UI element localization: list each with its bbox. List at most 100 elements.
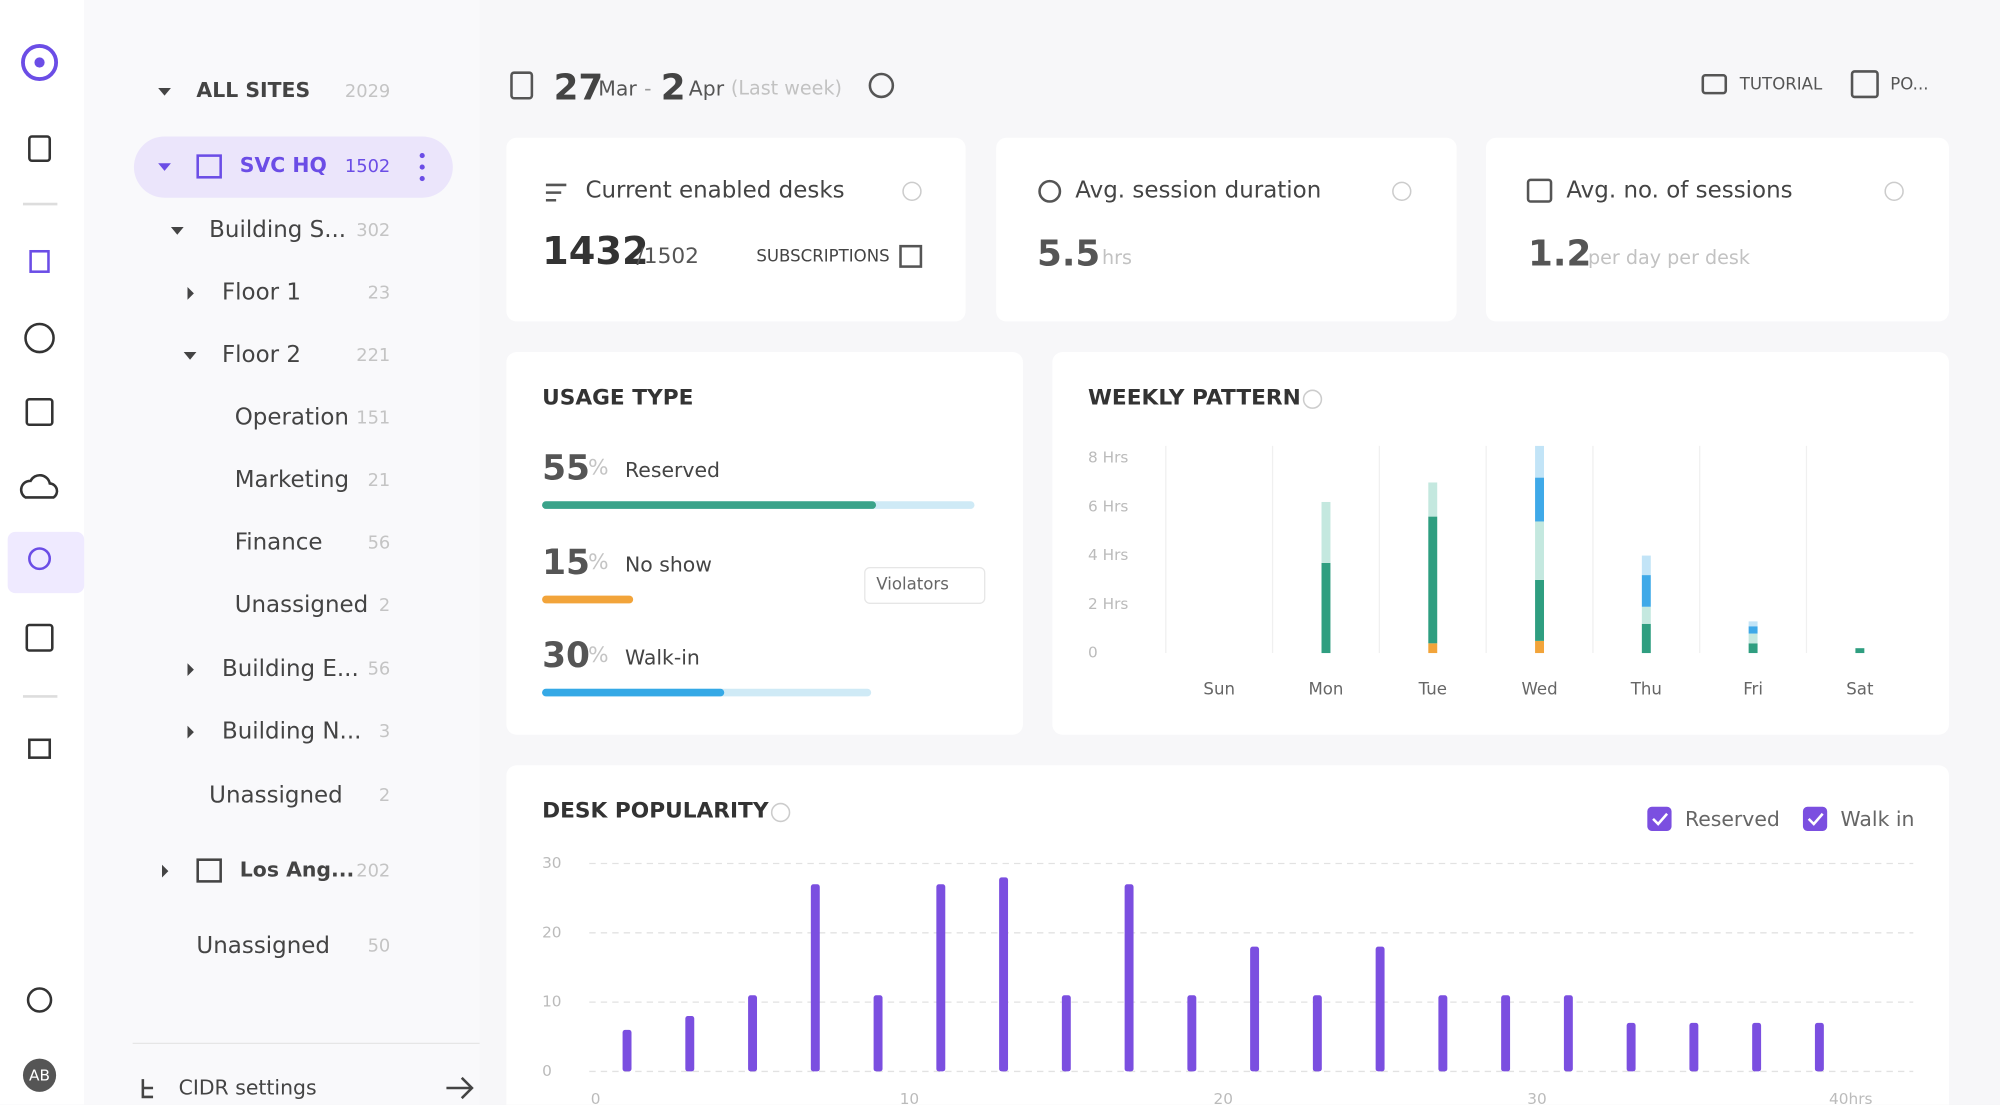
- logo[interactable]: [21, 44, 59, 81]
- x-tick-label: 0: [591, 1090, 601, 1105]
- usage-value: 30: [542, 636, 591, 677]
- tree-label[interactable]: ALL SITES: [196, 77, 311, 103]
- tree-count: 50: [367, 936, 391, 957]
- info-icon[interactable]: [1302, 389, 1323, 409]
- nav-icon[interactable]: [28, 547, 52, 571]
- info-icon[interactable]: [1884, 181, 1904, 202]
- cidr-settings[interactable]: CIDR settings: [178, 1075, 317, 1100]
- tree-label[interactable]: SVC HQ: [239, 153, 327, 178]
- legend-label: Reserved: [1685, 807, 1780, 831]
- card-suffix: hrs: [1102, 246, 1133, 270]
- weekly-card: [1052, 352, 1949, 735]
- tree-arrow[interactable]: [158, 163, 171, 171]
- bar-segment: [1748, 633, 1758, 644]
- bar-segment: [1641, 623, 1651, 654]
- tutorial-button[interactable]: TUTORIAL: [1739, 75, 1823, 95]
- nav-icon[interactable]: [19, 474, 59, 499]
- tree-label[interactable]: Unassigned: [196, 932, 330, 960]
- building-icon: [196, 154, 222, 179]
- nav-icon[interactable]: [25, 397, 54, 427]
- end-month: Apr: [688, 76, 725, 101]
- bar: [1061, 995, 1071, 1072]
- check: [1807, 812, 1824, 826]
- selected-row[interactable]: [133, 136, 453, 198]
- tutorial-icon[interactable]: [1701, 73, 1728, 95]
- nav-icon[interactable]: [25, 623, 54, 652]
- tree-arrow[interactable]: [158, 88, 171, 96]
- active-nav[interactable]: [7, 531, 85, 594]
- card-title: Avg. session duration: [1075, 177, 1322, 205]
- card-title: Current enabled desks: [585, 177, 845, 205]
- legend-checkbox[interactable]: [1802, 806, 1828, 831]
- usage-label: No show: [624, 552, 712, 577]
- menu-dot: [419, 164, 425, 170]
- legend-checkbox[interactable]: [1647, 806, 1672, 831]
- card-suffix: per day per desk: [1588, 246, 1750, 270]
- avatar[interactable]: [22, 1058, 57, 1092]
- policy-icon[interactable]: [1850, 70, 1879, 99]
- bar: [936, 884, 946, 1072]
- tree-label[interactable]: Building N...: [221, 718, 362, 745]
- settings-icon[interactable]: [26, 987, 53, 1013]
- popularity-card: [506, 765, 1949, 1105]
- nav-icon[interactable]: [28, 135, 52, 162]
- tree-label[interactable]: Floor 2: [221, 341, 301, 369]
- violators-label[interactable]: Violators: [876, 575, 949, 595]
- x-tick-label: 30: [1527, 1090, 1546, 1105]
- tree-arrow[interactable]: [187, 663, 194, 677]
- tree-arrow[interactable]: [183, 352, 197, 360]
- start-day: 27: [553, 66, 604, 109]
- y-tick-label: 6 Hrs: [1088, 497, 1128, 515]
- tree-label[interactable]: Floor 1: [221, 279, 301, 307]
- arrow-icon[interactable]: [446, 1076, 474, 1100]
- info-icon[interactable]: [1392, 181, 1412, 202]
- y-tick-label: 2 Hrs: [1088, 595, 1128, 613]
- x-tick-label: Tue: [1418, 680, 1447, 699]
- tree-arrow[interactable]: [187, 286, 194, 300]
- usage-unit: %: [588, 549, 609, 576]
- bar-segment: [1535, 477, 1545, 522]
- clock-icon: [1038, 179, 1062, 203]
- tree-arrow[interactable]: [187, 725, 194, 739]
- tree-label[interactable]: Los Ang...: [239, 857, 355, 882]
- nav-icon[interactable]: [28, 738, 52, 759]
- bar: [873, 995, 883, 1072]
- tree-label[interactable]: Building S...: [209, 216, 347, 244]
- weekly-title: WEEKLY PATTERN: [1088, 385, 1301, 411]
- card: [996, 137, 1457, 322]
- bar: [1375, 946, 1385, 1072]
- bar-segment: [1641, 606, 1651, 624]
- building-icon: [196, 858, 222, 883]
- tree-arrow[interactable]: [170, 227, 184, 235]
- tree-label[interactable]: Marketing: [234, 466, 350, 494]
- card-value: 1.2: [1528, 232, 1592, 275]
- bar-segment: [1641, 575, 1651, 607]
- tree-label[interactable]: Unassigned: [209, 781, 343, 809]
- nav-icon[interactable]: [29, 249, 50, 273]
- info-icon[interactable]: [770, 802, 791, 823]
- subscriptions-link[interactable]: SUBSCRIPTIONS: [756, 247, 890, 267]
- bar: [1124, 884, 1134, 1072]
- bar: [1312, 995, 1322, 1072]
- card: [1485, 137, 1949, 322]
- bar-segment: [1855, 648, 1865, 654]
- tree-label[interactable]: Operation: [234, 404, 349, 432]
- calendar-icon[interactable]: [510, 71, 534, 100]
- nav-icon[interactable]: [24, 322, 55, 354]
- settings-icon[interactable]: [868, 72, 895, 99]
- bar: [810, 884, 820, 1072]
- usage-value: 15: [542, 543, 591, 583]
- external-link-icon[interactable]: [899, 244, 923, 268]
- bar-segment: [1535, 640, 1545, 654]
- policy-button[interactable]: PO...: [1890, 75, 1929, 95]
- usage-unit: %: [588, 642, 609, 669]
- cidr-icon: [141, 1079, 154, 1099]
- tree-label[interactable]: Unassigned: [234, 591, 369, 619]
- logo-dot: [34, 57, 45, 68]
- info-icon[interactable]: [902, 181, 922, 202]
- tree-arrow[interactable]: [161, 864, 169, 878]
- bar-segment: [1535, 579, 1545, 641]
- tree-label[interactable]: Building E...: [221, 655, 359, 683]
- tree-label[interactable]: Finance: [234, 529, 323, 557]
- violators-button[interactable]: [864, 566, 986, 604]
